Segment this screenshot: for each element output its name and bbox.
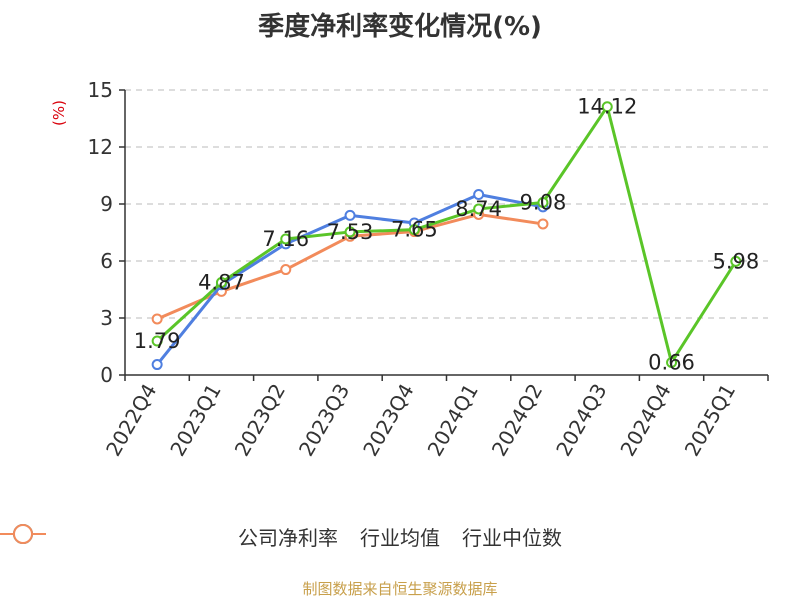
legend-line-icon	[0, 524, 46, 544]
y-tick-label: 0	[100, 363, 113, 387]
x-tick-label: 2025Q1	[680, 380, 740, 461]
data-point	[344, 226, 356, 238]
data-point	[730, 255, 742, 267]
data-point	[537, 196, 549, 208]
data-point	[666, 356, 678, 368]
y-tick-label: 12	[88, 135, 113, 159]
legend-item-industry-median[interactable]: 行业中位数	[0, 522, 562, 551]
data-point	[344, 209, 356, 221]
data-label: 0.66	[648, 350, 695, 374]
data-point	[601, 101, 613, 113]
data-point	[151, 313, 163, 325]
data-label: 14.12	[577, 95, 637, 119]
x-tick-label: 2023Q4	[358, 380, 418, 461]
x-tick-label: 2024Q4	[615, 380, 675, 461]
data-label: 4.87	[198, 270, 245, 294]
data-point	[215, 276, 227, 288]
chart-title: 季度净利率变化情况(%)	[258, 12, 542, 42]
data-label: 1.79	[134, 329, 181, 353]
x-tick-label: 2024Q2	[487, 380, 547, 461]
y-tick-label: 9	[100, 192, 113, 216]
data-point	[537, 218, 549, 230]
legend-item-company[interactable]: 公司净利率	[0, 522, 338, 551]
x-tick-label: 2023Q2	[230, 380, 290, 461]
data-source-note: 制图数据来自恒生聚源数据库	[302, 580, 498, 598]
x-tick-label: 2024Q3	[551, 380, 611, 461]
data-label: 5.98	[712, 249, 759, 273]
legend: 公司净利率 行业均值 行业中位数	[0, 522, 800, 551]
data-point	[473, 203, 485, 215]
legend-label: 行业中位数	[462, 526, 562, 550]
data-point	[280, 264, 292, 276]
x-tick-label: 2023Q3	[294, 380, 354, 461]
legend-label: 公司净利率	[238, 526, 338, 550]
x-tick-label: 2024Q1	[423, 380, 483, 461]
x-tick-label: 2022Q4	[101, 380, 161, 461]
y-tick-label: 6	[100, 249, 113, 273]
data-point	[408, 224, 420, 236]
series-line	[156, 105, 738, 364]
data-point	[151, 335, 163, 347]
y-tick-label: 15	[88, 78, 113, 102]
data-label: 7.16	[262, 227, 309, 251]
data-label: 8.74	[455, 197, 502, 221]
data-label: 7.53	[327, 220, 374, 244]
data-label: 9.08	[520, 190, 567, 214]
data-point	[473, 189, 485, 200]
data-point	[151, 359, 163, 371]
data-label: 7.65	[391, 218, 438, 242]
data-point	[280, 233, 292, 245]
legend-item-industry-avg[interactable]: 行业均值	[0, 522, 440, 551]
legend-label: 行业均值	[360, 526, 440, 550]
x-tick-label: 2023Q1	[165, 380, 225, 461]
y-tick-label: 3	[100, 306, 113, 330]
